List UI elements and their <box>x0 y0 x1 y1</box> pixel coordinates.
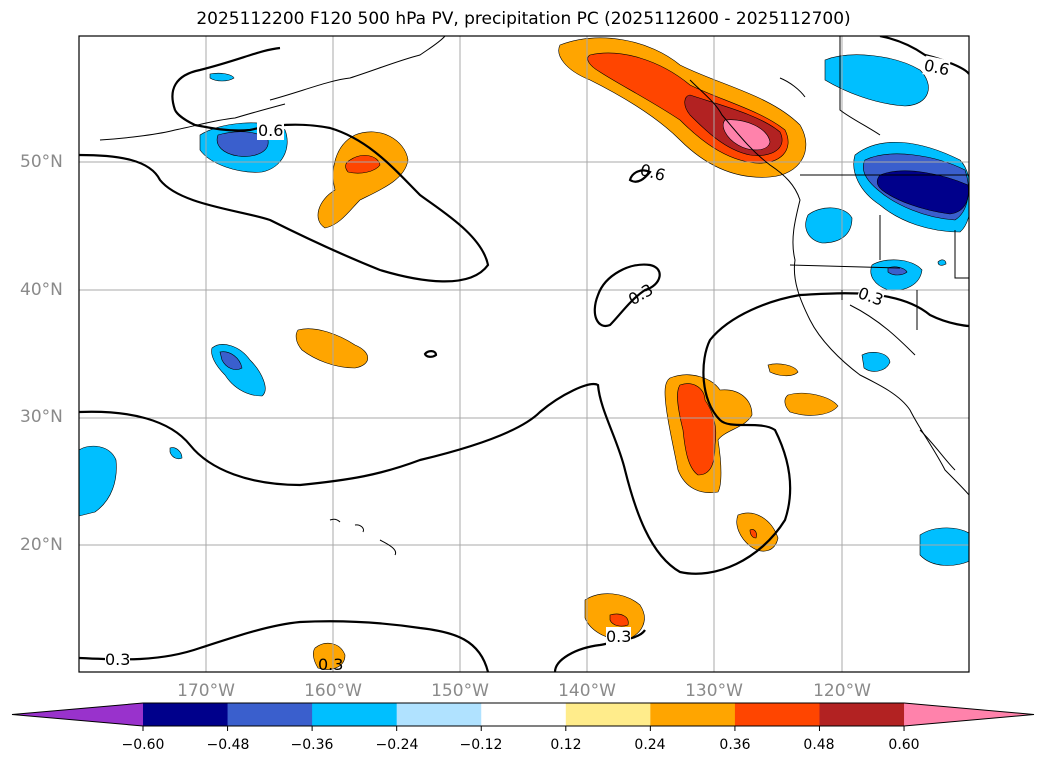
lon-label-170w: 170°W <box>177 681 235 701</box>
lon-label-160w: 160°W <box>304 681 362 701</box>
colorbar-swatch <box>819 703 905 726</box>
contour-label: 0.6 <box>257 121 285 140</box>
colorbar-tick: −0.48 <box>206 737 250 753</box>
lon-label-140w: 140°W <box>558 681 616 701</box>
colorbar-tick: −0.12 <box>459 737 503 753</box>
pv-contours <box>79 36 969 672</box>
coastlines <box>99 36 969 556</box>
colorbar-extend-high <box>904 703 1034 726</box>
colorbar-tick: −0.24 <box>375 737 419 753</box>
colorbar-tick: 0.60 <box>888 737 920 753</box>
colorbar-swatch <box>565 703 651 726</box>
precip-pos-subtropical-core <box>677 383 717 476</box>
colorbar-swatch <box>312 703 398 726</box>
colorbar-tick: −0.36 <box>290 737 334 753</box>
lat-label-50n: 50°N <box>20 152 63 172</box>
colorbar-swatch <box>143 703 229 726</box>
precip-blob-pacific-n-core <box>345 155 381 174</box>
colorbar-tick: 0.48 <box>803 737 835 753</box>
lon-label-130w: 130°W <box>685 681 743 701</box>
contour-label: 0.3 <box>105 650 131 669</box>
lon-label-120w: 120°W <box>813 681 871 701</box>
precip-band-bc-peak <box>722 119 771 151</box>
colorbar-tick: 0.12 <box>550 737 582 753</box>
colorbar-tick: −0.60 <box>121 737 165 753</box>
contour-label: 0.3 <box>606 627 632 646</box>
lat-label-40n: 40°N <box>20 280 63 300</box>
contour-label: 0.3 <box>318 655 344 674</box>
chart-title: 2025112200 F120 500 hPa PV, precipitatio… <box>196 9 851 29</box>
colorbar-tick: 0.36 <box>719 737 751 753</box>
map-frame <box>78 35 970 673</box>
lon-label-150w: 150°W <box>431 681 489 701</box>
lat-label-30n: 30°N <box>20 407 63 427</box>
colorbar-extend-low <box>12 703 143 726</box>
lat-label-20n: 20°N <box>20 535 63 555</box>
colorbar-tick: 0.24 <box>634 737 666 753</box>
colorbar <box>11 702 1035 731</box>
colorbar-swatch <box>650 703 736 726</box>
colorbar-swatch <box>734 703 820 726</box>
colorbar-swatch <box>481 703 567 726</box>
colorbar-swatch <box>227 703 313 726</box>
graticule <box>79 36 969 672</box>
precip-neg-aleutian-core <box>216 131 269 157</box>
precip-blob-pacific-n <box>317 131 409 229</box>
colorbar-swatch <box>396 703 482 726</box>
